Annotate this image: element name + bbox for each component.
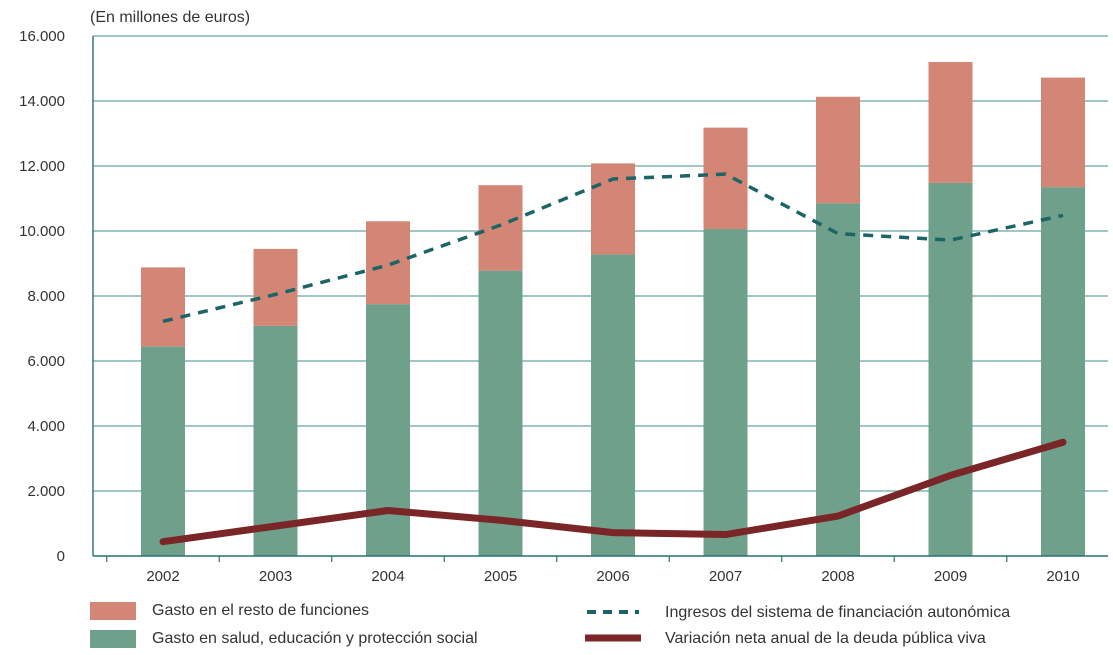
legend-label-resto: Gasto en el resto de funciones xyxy=(152,602,370,619)
y-tick-label: 0 xyxy=(57,548,65,565)
legend-swatch-salud xyxy=(90,630,136,648)
x-tick-label-2010: 2010 xyxy=(1046,568,1079,585)
legend-label-ingresos: Ingresos del sistema de financiación aut… xyxy=(665,604,1011,621)
y-tick-label: 4.000 xyxy=(27,418,65,435)
bars xyxy=(141,62,1085,557)
y-tick-label: 14.000 xyxy=(19,93,65,110)
bar-el-2002 xyxy=(141,267,185,347)
y-tick-label: 8.000 xyxy=(27,288,65,305)
x-tick-label-2007: 2007 xyxy=(709,568,742,585)
bar-el-2007 xyxy=(703,127,748,230)
bar-el-2009 xyxy=(928,62,973,183)
x-tick-label-2004: 2004 xyxy=(371,568,404,585)
bar-salud,-2006 xyxy=(591,254,635,556)
bar-salud,-2002 xyxy=(141,346,185,556)
legend-label-deuda: Variación neta anual de la deuda pública… xyxy=(665,630,986,647)
bar-salud,-2004 xyxy=(366,304,410,556)
bar-el-2008 xyxy=(816,96,860,204)
bar-el-2004 xyxy=(366,221,410,305)
x-tick-label-2006: 2006 xyxy=(596,568,629,585)
legend-dashed-line-swatch xyxy=(587,610,639,614)
bar-salud,-2005 xyxy=(478,270,523,556)
bar-el-2003 xyxy=(253,248,298,326)
series-lines xyxy=(159,172,1067,546)
x-tick-label-2008: 2008 xyxy=(821,568,854,585)
y-tick-label: 2.000 xyxy=(27,483,65,500)
axes xyxy=(92,36,1108,562)
legend-label-salud: Gasto en salud, educación y protección s… xyxy=(152,630,478,647)
bar-el-2005 xyxy=(478,185,523,271)
x-tick-label-2009: 2009 xyxy=(934,568,967,585)
y-tick-label: 12.000 xyxy=(19,158,65,175)
unit-label: (En millones de euros) xyxy=(90,9,251,26)
bar-salud,-2010 xyxy=(1041,187,1085,556)
legend-swatch-resto xyxy=(90,602,136,620)
bar-salud,-2008 xyxy=(816,203,860,556)
x-tick-label-2003: 2003 xyxy=(259,568,292,585)
tick-labels: 0 2.000 4.000 6.000 8.000 10.000 12.000 14.000 1… xyxy=(19,28,1080,585)
bar-salud,-2009 xyxy=(928,182,973,556)
x-tick-label-2002: 2002 xyxy=(146,568,179,585)
bar-el-2010 xyxy=(1041,77,1085,188)
y-tick-label: 6.000 xyxy=(27,353,65,370)
bar-salud,-2007 xyxy=(703,229,748,557)
legend-solid-line-swatch xyxy=(585,634,641,642)
y-tick-label: 10.000 xyxy=(19,223,65,240)
x-tick-label-2005: 2005 xyxy=(484,568,517,585)
y-tick-label: 16.000 xyxy=(19,28,65,45)
bar-salud,-2003 xyxy=(253,325,298,556)
